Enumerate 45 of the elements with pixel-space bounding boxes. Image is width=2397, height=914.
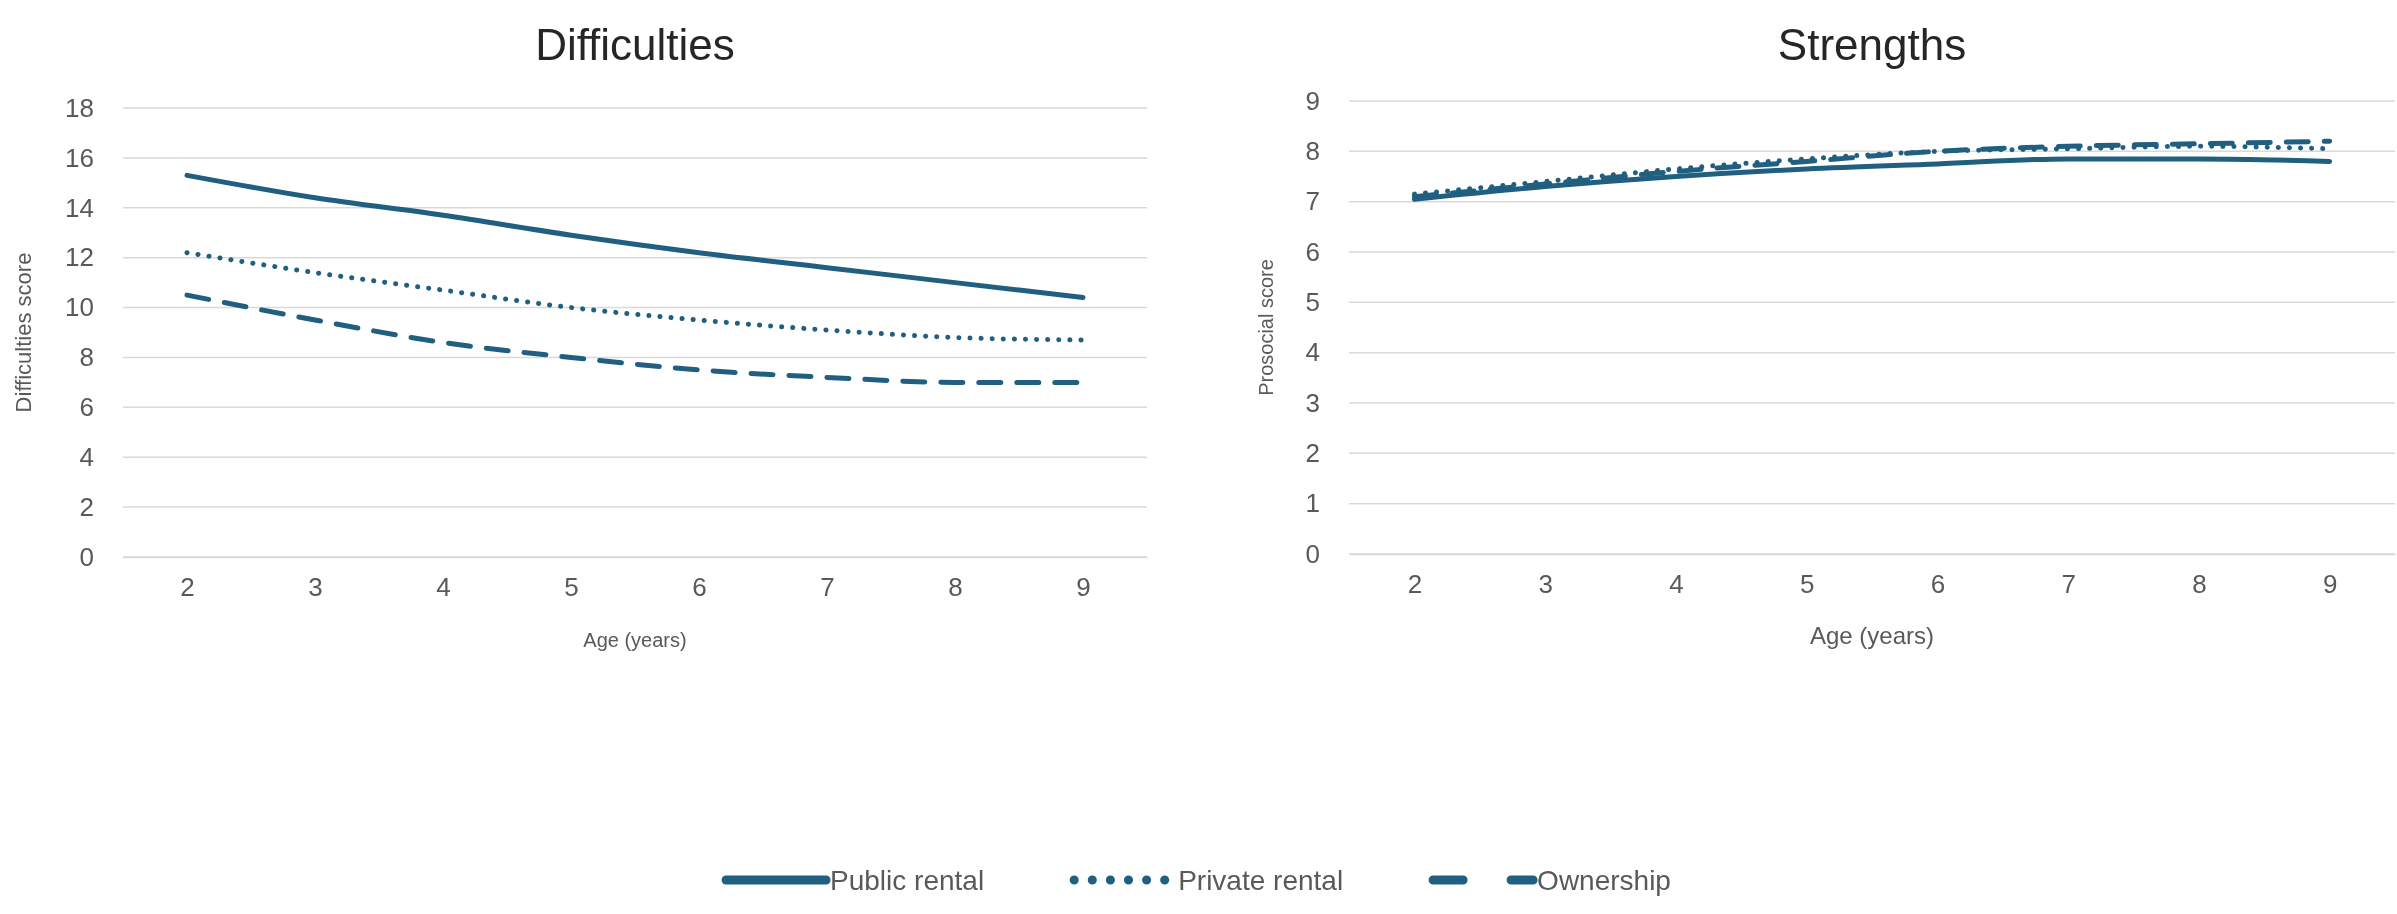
x-tick-label: 8 — [2192, 569, 2207, 599]
x-tick-label: 3 — [308, 572, 323, 602]
x-tick-label: 2 — [1407, 569, 1423, 599]
x-axis-title: Age (years) — [583, 629, 687, 651]
y-tick-label: 0 — [1305, 538, 1320, 569]
x-tick-label: 4 — [436, 572, 451, 602]
y-tick-label: 12 — [65, 242, 94, 273]
y-tick-label: 8 — [1305, 136, 1320, 167]
y-tick-label: 4 — [79, 442, 94, 473]
y-axis-title: Difficulties score — [11, 252, 36, 413]
y-tick-label: 8 — [79, 342, 94, 373]
x-tick-label: 7 — [820, 572, 835, 602]
y-tick-label: 0 — [79, 541, 94, 572]
x-tick-label: 7 — [2061, 569, 2076, 599]
x-tick-label: 2 — [180, 572, 195, 602]
x-tick-label: 3 — [1538, 569, 1553, 599]
chart-title: Strengths — [1777, 20, 1967, 69]
x-tick-label: 6 — [692, 572, 707, 602]
legend-label: Ownership — [1537, 865, 1671, 896]
y-tick-label: 2 — [79, 491, 94, 522]
x-tick-label: 9 — [2322, 569, 2338, 599]
legend-label: Public rental — [830, 865, 985, 896]
chart-title: Difficulties — [535, 20, 735, 69]
y-tick-label: 3 — [1305, 387, 1320, 418]
x-axis-title: Age (years) — [1809, 622, 1935, 649]
x-tick-label: 5 — [1799, 569, 1815, 599]
legend-label: Private rental — [1178, 865, 1344, 896]
x-tick-label: 5 — [564, 572, 579, 602]
y-tick-label: 6 — [1305, 236, 1320, 267]
y-tick-label: 7 — [1305, 186, 1320, 217]
x-tick-label: 6 — [1930, 569, 1946, 599]
y-tick-label: 5 — [1305, 287, 1320, 318]
y-tick-label: 10 — [65, 292, 94, 323]
y-tick-label: 9 — [1305, 85, 1320, 116]
y-tick-label: 6 — [79, 392, 94, 423]
y-tick-label: 4 — [1305, 337, 1320, 368]
x-tick-label: 8 — [948, 572, 963, 602]
y-tick-label: 16 — [65, 142, 94, 173]
y-tick-label: 1 — [1305, 488, 1320, 519]
y-tick-label: 18 — [65, 92, 94, 123]
x-tick-label: 9 — [1076, 572, 1091, 602]
x-tick-label: 4 — [1669, 569, 1684, 599]
y-axis-title: Prosocial score — [1255, 259, 1277, 396]
y-tick-label: 14 — [65, 192, 94, 223]
y-tick-label: 2 — [1305, 438, 1320, 469]
